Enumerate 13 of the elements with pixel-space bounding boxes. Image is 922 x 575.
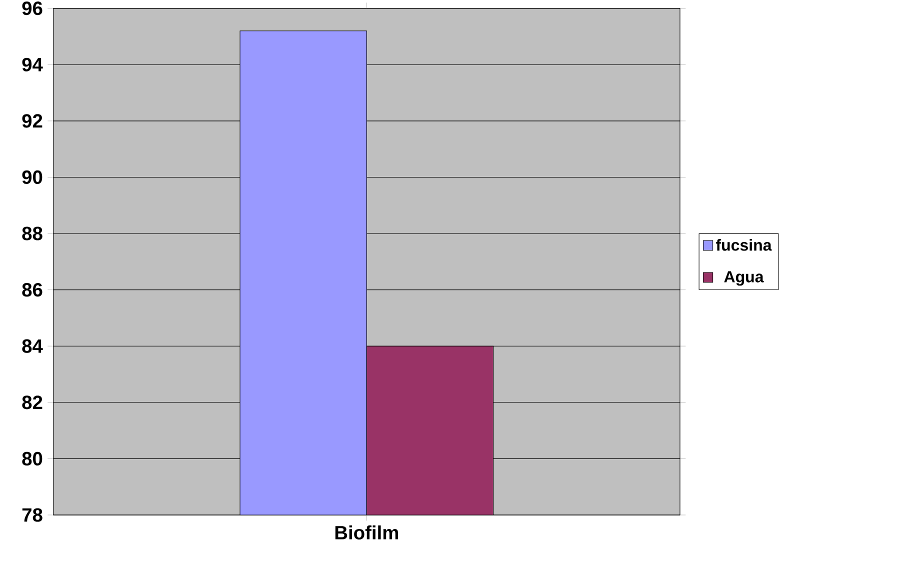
x-tick-label: Biofilm: [335, 525, 398, 540]
y-tick-label: 84: [22, 339, 43, 353]
y-tick-label: 80: [22, 452, 42, 466]
y-tick-label: 92: [22, 114, 42, 128]
y-tick-label: 86: [22, 283, 42, 297]
legend-label: fucsina: [716, 239, 772, 251]
y-tick-label: 88: [22, 226, 42, 240]
y-tick-label: 78: [22, 508, 42, 522]
y-tick-label: 96: [22, 2, 42, 16]
y-tick-label: 90: [22, 170, 42, 184]
y-tick-label: 94: [22, 58, 43, 72]
y-tick-label: 82: [22, 396, 42, 410]
legend-label: Agua: [724, 271, 764, 286]
